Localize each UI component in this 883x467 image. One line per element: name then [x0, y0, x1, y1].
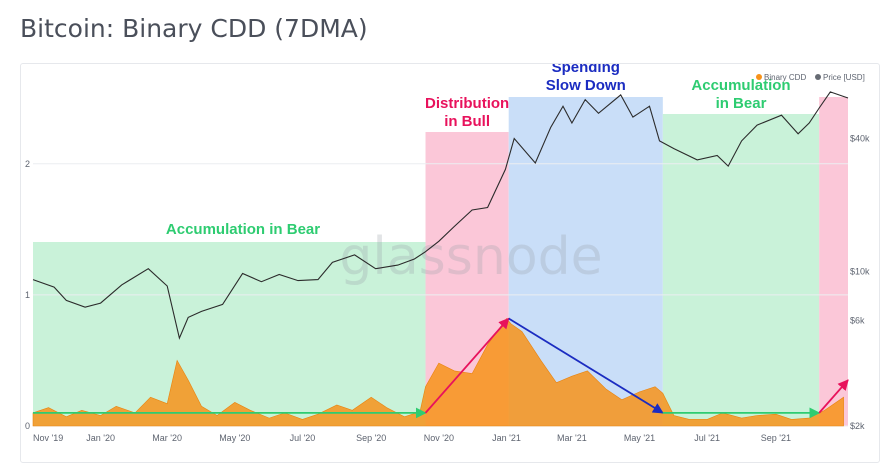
- x-tick-1: Jan '20: [86, 433, 115, 443]
- watermark: glassnode: [339, 227, 602, 287]
- legend-dot-0: [756, 74, 762, 80]
- x-tick-2: Mar '20: [152, 433, 182, 443]
- chart-container: glassnode Accumulation in Bear Distributi…: [20, 59, 880, 463]
- binary-cdd-chart: glassnode Accumulation in Bear Distributi…: [25, 59, 870, 443]
- axes: 0 1 2 $2k $6k $10k $40k Nov '19 Jan '20 Mar '20 Ma…: [25, 134, 870, 443]
- x-tick-5: Sep '20: [356, 433, 386, 443]
- x-tick-9: May '21: [624, 433, 655, 443]
- x-tick-10: Jul '21: [694, 433, 720, 443]
- left-tick-0: 0: [25, 421, 30, 431]
- region-label-3-0: Accumulation: [691, 77, 790, 94]
- right-tick-$10k: $10k: [850, 267, 870, 277]
- region-4: [819, 97, 848, 426]
- region-label-1-0: Distribution: [425, 95, 509, 112]
- phase-regions: [33, 97, 848, 426]
- region-label-1-1: in Bull: [444, 113, 490, 130]
- region-0: [33, 242, 426, 426]
- x-tick-4: Jul '20: [290, 433, 316, 443]
- trend-arrow-2: [508, 317, 664, 414]
- trend-arrow-1: [424, 317, 510, 414]
- legend: Binary CDD Price [USD]: [756, 73, 865, 82]
- price-line-group: [32, 91, 849, 340]
- x-tick-8: Mar '21: [557, 433, 587, 443]
- x-tick-7: Jan '21: [492, 433, 521, 443]
- chart-title: Bitcoin: Binary CDD (7DMA): [20, 14, 368, 43]
- x-tick-6: Nov '20: [424, 433, 454, 443]
- left-tick-2: 2: [25, 159, 30, 169]
- legend-label-1: Price [USD]: [823, 73, 865, 82]
- legend-dot-1: [815, 74, 821, 80]
- trend-arrow-4: [818, 379, 849, 414]
- price-line: [32, 91, 849, 340]
- left-tick-1: 1: [25, 290, 30, 300]
- region-3: [662, 114, 820, 426]
- x-tick-0: Nov '19: [33, 433, 63, 443]
- right-tick-$6k: $6k: [850, 316, 865, 326]
- x-tick-11: Sep '21: [761, 433, 791, 443]
- region-label-0-0: Accumulation in Bear: [166, 221, 320, 238]
- legend-label-0: Binary CDD: [764, 73, 806, 82]
- trend-arrows: [33, 317, 849, 419]
- region-label-3-1: in Bear: [716, 95, 767, 112]
- region-label-2-1: Slow Down: [546, 77, 626, 94]
- x-tick-3: May '20: [219, 433, 250, 443]
- region-label-2-0: Spending: [552, 64, 620, 76]
- right-tick-$40k: $40k: [850, 134, 870, 144]
- right-tick-$2k: $2k: [850, 421, 865, 431]
- watermark-group: glassnode: [339, 227, 602, 287]
